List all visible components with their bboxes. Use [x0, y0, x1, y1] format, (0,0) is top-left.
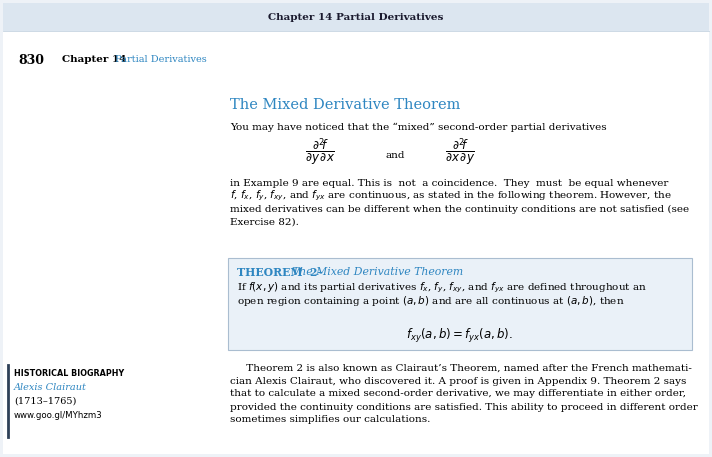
- Text: in Example 9 are equal. This is  not  a coincidence.  They  must  be equal whene: in Example 9 are equal. This is not a co…: [230, 179, 669, 187]
- Text: Exercise 82).: Exercise 82).: [230, 218, 299, 227]
- Text: You may have noticed that the “mixed” second-order partial derivatives: You may have noticed that the “mixed” se…: [230, 122, 607, 132]
- Text: The Mixed Derivative Theorem: The Mixed Derivative Theorem: [230, 98, 461, 112]
- Text: that to calculate a mixed second-order derivative, we may differentiate in eithe: that to calculate a mixed second-order d…: [230, 389, 686, 399]
- Text: Chapter 14 Partial Derivatives: Chapter 14 Partial Derivatives: [268, 12, 444, 21]
- Text: Partial Derivatives: Partial Derivatives: [115, 55, 206, 64]
- Text: mixed derivatives can be different when the continuity conditions are not satisf: mixed derivatives can be different when …: [230, 204, 689, 213]
- Text: www.goo.gl/MYhzm3: www.goo.gl/MYhzm3: [14, 410, 103, 420]
- Text: THEOREM  2–: THEOREM 2–: [237, 266, 323, 277]
- Text: Theorem 2 is also known as Clairaut’s Theorem, named after the French mathemati-: Theorem 2 is also known as Clairaut’s Th…: [230, 363, 692, 372]
- Text: $f$, $f_x$, $f_y$, $f_{xy}$, and $f_{yx}$ are continuous, as stated in the follo: $f$, $f_x$, $f_y$, $f_{xy}$, and $f_{yx}…: [230, 189, 672, 203]
- Text: open region containing a point $(a, b)$ and are all continuous at $(a, b)$, then: open region containing a point $(a, b)$ …: [237, 294, 624, 308]
- Text: $f_{xy}(a, b) = f_{yx}(a, b).$: $f_{xy}(a, b) = f_{yx}(a, b).$: [407, 327, 513, 345]
- Bar: [228, 258, 692, 350]
- Text: sometimes simplifies our calculations.: sometimes simplifies our calculations.: [230, 415, 430, 425]
- Text: $\dfrac{\partial^2\! f}{\partial x\,\partial y}$: $\dfrac{\partial^2\! f}{\partial x\,\par…: [445, 136, 475, 168]
- Text: provided the continuity conditions are satisfied. This ability to proceed in dif: provided the continuity conditions are s…: [230, 403, 698, 411]
- Text: HISTORICAL BIOGRAPHY: HISTORICAL BIOGRAPHY: [14, 368, 125, 377]
- Text: $\dfrac{\partial^2\! f}{\partial y\,\partial x}$: $\dfrac{\partial^2\! f}{\partial y\,\par…: [305, 136, 335, 168]
- Text: The Mixed Derivative Theorem: The Mixed Derivative Theorem: [292, 267, 464, 277]
- Text: Alexis Clairaut: Alexis Clairaut: [14, 383, 87, 392]
- Text: Chapter 14: Chapter 14: [62, 55, 126, 64]
- Text: (1713–1765): (1713–1765): [14, 397, 76, 405]
- Text: cian Alexis Clairaut, who discovered it. A proof is given in Appendix 9. Theorem: cian Alexis Clairaut, who discovered it.…: [230, 377, 686, 386]
- Text: and: and: [385, 150, 404, 159]
- Bar: [3, 3, 709, 31]
- Text: If $f(x, y)$ and its partial derivatives $f_x$, $f_y$, $f_{xy}$, and $f_{yx}$ ar: If $f(x, y)$ and its partial derivatives…: [237, 281, 647, 295]
- Text: 830: 830: [18, 53, 44, 67]
